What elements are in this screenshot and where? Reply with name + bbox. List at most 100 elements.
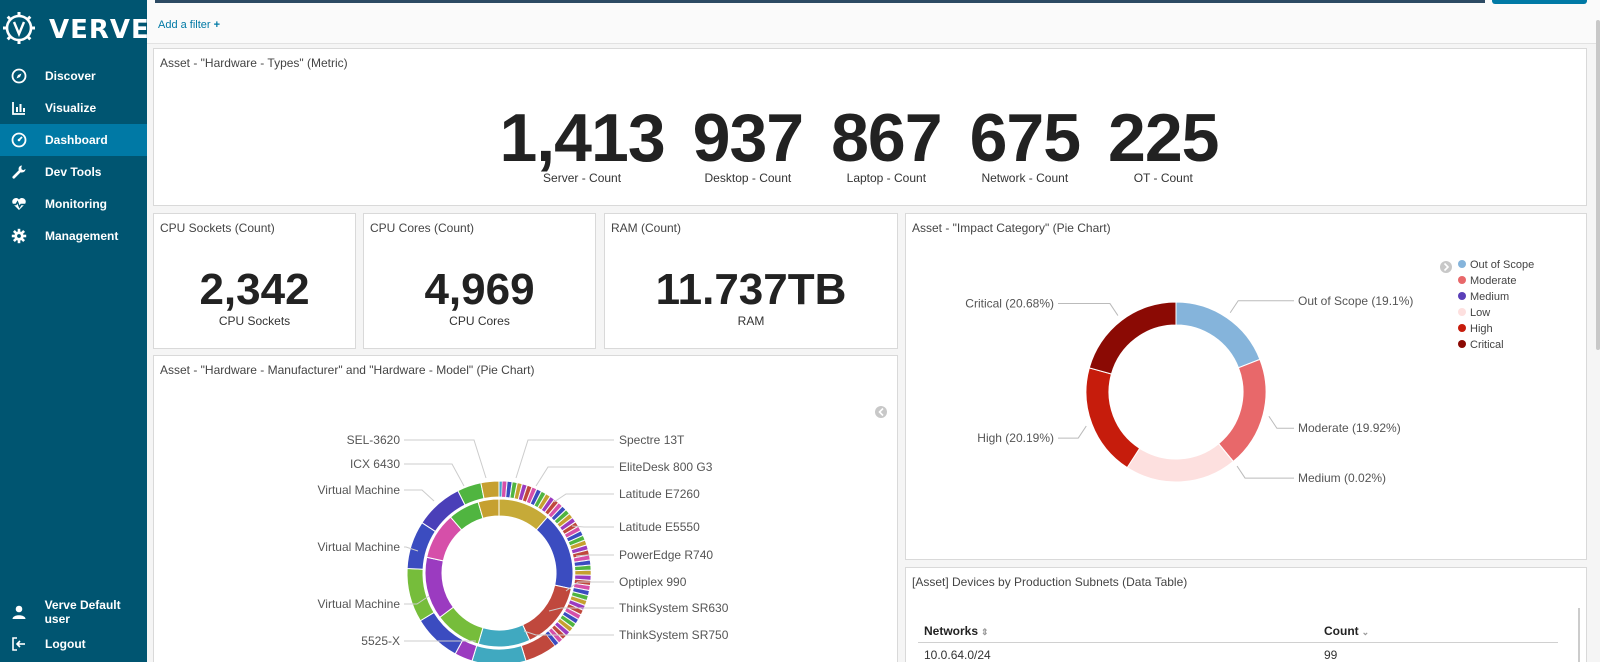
outer-ring-slice[interactable] xyxy=(564,526,581,539)
outer-ring-slice[interactable] xyxy=(559,517,576,531)
panel-title: Asset - "Hardware - Types" (Metric) xyxy=(160,56,348,70)
pie-slice-out-of-scope[interactable] xyxy=(1175,301,1261,369)
outer-ring-slice[interactable] xyxy=(569,539,587,550)
outer-ring-slice[interactable] xyxy=(556,513,573,528)
label-leader-line xyxy=(515,439,614,479)
outer-ring-slice[interactable] xyxy=(526,486,537,505)
outer-ring-slice[interactable] xyxy=(572,587,590,596)
outer-ring-slice[interactable] xyxy=(571,591,589,601)
outer-ring-slice[interactable] xyxy=(574,574,592,581)
outer-ring-slice[interactable] xyxy=(568,599,586,611)
query-input[interactable] xyxy=(155,0,1485,3)
outer-ring-slice[interactable] xyxy=(553,509,570,525)
model-label: ThinkSystem SR750 xyxy=(619,628,729,642)
outer-ring-slice[interactable] xyxy=(509,481,518,499)
nav-item-dashboard[interactable]: Dashboard xyxy=(0,124,147,156)
pie-slice-low[interactable] xyxy=(1126,443,1234,483)
plus-icon: + xyxy=(213,19,221,31)
outer-ring-slice[interactable] xyxy=(554,621,570,637)
outer-ring-slice[interactable] xyxy=(559,614,577,629)
outer-ring-slice[interactable] xyxy=(569,595,588,606)
refresh-button[interactable] xyxy=(1492,0,1587,4)
outer-ring-slice[interactable] xyxy=(505,481,513,499)
outer-ring-slice[interactable] xyxy=(573,583,591,591)
metric-ot: 225 OT - Count xyxy=(1108,104,1219,185)
legend-item[interactable]: Critical xyxy=(1470,339,1504,351)
legend-swatch xyxy=(1458,292,1466,300)
cpu-sockets-panel: CPU Sockets (Count) 2,342 CPU Sockets xyxy=(153,213,356,349)
metric-value: 2,342 xyxy=(199,265,310,314)
subnets-table-panel: [Asset] Devices by Production Subnets (D… xyxy=(905,567,1587,662)
model-label: 5525-X xyxy=(361,634,400,648)
pie-slice-critical[interactable] xyxy=(1088,301,1177,375)
outer-ring-slice[interactable] xyxy=(551,624,567,640)
outer-ring-slice[interactable] xyxy=(522,485,533,503)
outer-ring-slice[interactable] xyxy=(562,611,579,624)
inner-ring-slice[interactable] xyxy=(477,624,531,648)
legend-item[interactable]: Out of Scope xyxy=(1470,259,1534,271)
model-label: ThinkSystem SR630 xyxy=(619,601,729,615)
outer-ring-slice[interactable] xyxy=(501,480,508,498)
legend-swatch xyxy=(1458,340,1466,348)
model-label: Latitude E7260 xyxy=(619,487,700,501)
legend-toggle-icon[interactable] xyxy=(875,406,887,418)
outer-ring-slice[interactable] xyxy=(529,488,542,506)
outer-ring-slice[interactable] xyxy=(480,480,500,500)
page-scrollbar[interactable] xyxy=(1596,20,1600,350)
outer-ring-slice[interactable] xyxy=(571,544,589,555)
legend-swatch xyxy=(1458,324,1466,332)
nav-item-user[interactable]: Verve Default user xyxy=(0,596,147,628)
label-leader-line xyxy=(548,607,614,612)
panel-title: CPU Cores (Count) xyxy=(370,221,475,235)
slice-label: Moderate (19.92%) xyxy=(1298,421,1401,435)
cpu-cores-panel: CPU Cores (Count) 4,969 CPU Cores xyxy=(363,213,596,349)
outer-ring-slice[interactable] xyxy=(561,521,579,535)
outer-ring-slice[interactable] xyxy=(518,483,528,501)
nav-item-logout[interactable]: Logout xyxy=(0,628,147,660)
outer-ring-slice[interactable] xyxy=(573,554,591,563)
model-label: Virtual Machine xyxy=(318,540,401,554)
inner-ring-slice[interactable] xyxy=(477,498,500,519)
filter-bar: Add a filter + xyxy=(147,0,1600,44)
outer-ring-slice[interactable] xyxy=(533,491,547,508)
legend-toggle-icon[interactable] xyxy=(1440,261,1452,273)
legend-item[interactable]: Low xyxy=(1470,307,1490,319)
add-filter-link[interactable]: Add a filter + xyxy=(158,19,220,31)
outer-ring-slice[interactable] xyxy=(568,535,586,546)
outer-ring-slice[interactable] xyxy=(541,496,555,513)
pie-slice-high[interactable] xyxy=(1085,367,1141,469)
model-label: Virtual Machine xyxy=(318,597,401,611)
outer-ring-slice[interactable] xyxy=(513,482,523,500)
nav-item-dev-tools[interactable]: Dev Tools xyxy=(0,156,147,188)
nav-item-monitoring[interactable]: Monitoring xyxy=(0,188,147,220)
outer-ring-slice[interactable] xyxy=(537,493,551,511)
cell-network: 10.0.64.0/24 xyxy=(924,648,991,662)
brand[interactable]: VERVE xyxy=(0,0,149,60)
outer-ring-slice[interactable] xyxy=(573,559,591,567)
outer-ring-slice[interactable] xyxy=(547,502,563,519)
outer-ring-slice[interactable] xyxy=(550,505,567,522)
column-header-networks[interactable]: Networks ⇕ xyxy=(918,620,1318,643)
legend-item[interactable]: High xyxy=(1470,323,1493,335)
nav-item-discover[interactable]: Discover xyxy=(0,60,147,92)
slice-label: Medium (0.02%) xyxy=(1298,471,1386,485)
model-label: Optiplex 990 xyxy=(619,575,687,589)
outer-ring-slice[interactable] xyxy=(566,603,584,615)
nav-item-management[interactable]: Management xyxy=(0,220,147,252)
sort-desc-icon[interactable]: ⌄ xyxy=(1361,627,1370,637)
model-label: SEL-3620 xyxy=(347,433,401,447)
outer-ring-slice[interactable] xyxy=(574,564,592,571)
metric-value: 11.737TB xyxy=(655,265,847,314)
outer-ring-slice[interactable] xyxy=(557,618,574,633)
outer-ring-slice[interactable] xyxy=(574,570,592,576)
nav-item-visualize[interactable]: Visualize xyxy=(0,92,147,124)
legend-item[interactable]: Medium xyxy=(1470,291,1509,303)
pie-slice-moderate[interactable] xyxy=(1217,358,1267,463)
label-leader-line xyxy=(1268,415,1294,429)
outer-ring-slice[interactable] xyxy=(566,530,584,543)
sort-icon[interactable]: ⇕ xyxy=(981,627,989,637)
table-scrollbar[interactable] xyxy=(1578,608,1580,662)
legend-item[interactable]: Moderate xyxy=(1470,275,1516,287)
outer-ring-slice[interactable] xyxy=(471,645,527,662)
column-header-count[interactable]: Count ⌄ xyxy=(1318,620,1558,643)
